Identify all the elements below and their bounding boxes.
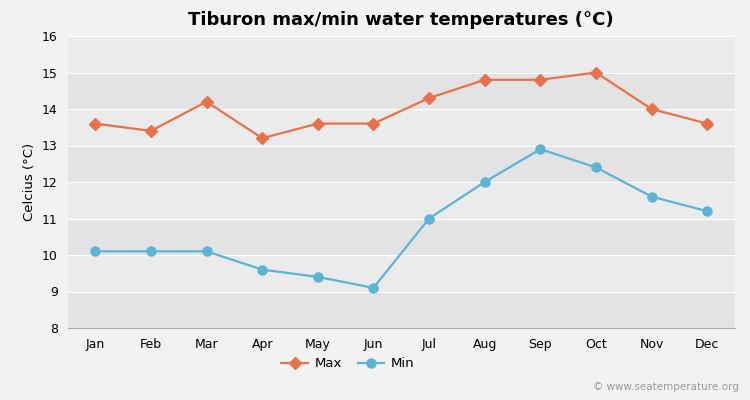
Bar [68,218,735,255]
Min [91,249,100,254]
Min [424,216,433,221]
Max [369,121,378,126]
Min [369,286,378,290]
Max [480,77,489,82]
Bar [68,182,735,218]
Min [146,249,155,254]
Max [647,106,656,111]
Min [536,147,544,152]
Text: © www.seatemperature.org: © www.seatemperature.org [592,382,739,392]
Bar [68,72,735,109]
Max [424,96,433,100]
Min [647,194,656,199]
Bar [68,255,735,292]
Y-axis label: Celcius (°C): Celcius (°C) [23,143,36,221]
Bar [68,146,735,182]
Title: Tiburon max/min water temperatures (°C): Tiburon max/min water temperatures (°C) [188,11,614,29]
Max [258,136,267,141]
Line: Min: Min [91,145,712,292]
Legend: Max, Min: Max, Min [276,352,419,376]
Min [592,165,601,170]
Bar [68,292,735,328]
Min [202,249,211,254]
Max [314,121,322,126]
Line: Max: Max [92,68,711,142]
Bar [68,36,735,72]
Max [703,121,712,126]
Min [703,209,712,214]
Min [258,267,267,272]
Min [314,274,322,279]
Max [202,99,211,104]
Min [480,180,489,184]
Max [536,77,544,82]
Bar [68,109,735,146]
Max [592,70,601,75]
Max [91,121,100,126]
Max [146,128,155,133]
